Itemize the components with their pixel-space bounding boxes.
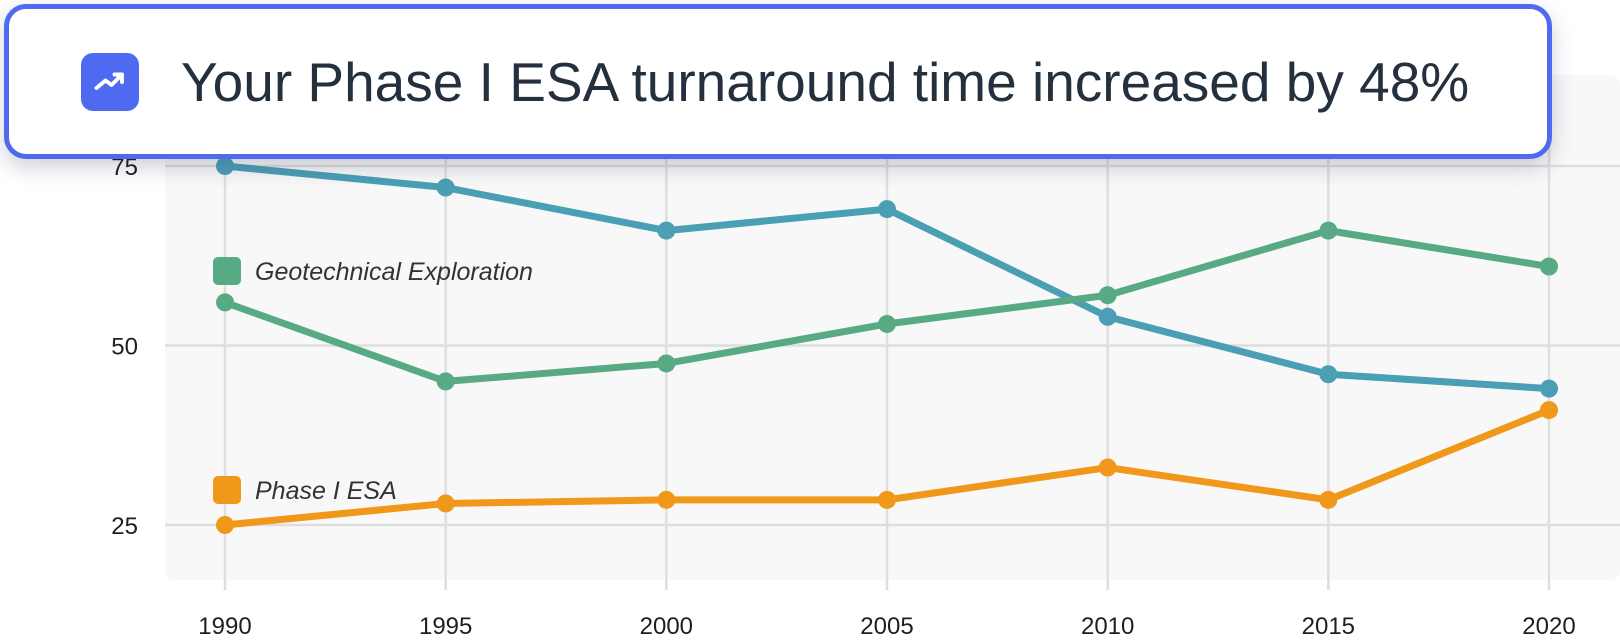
x-tick-label: 1990 (198, 613, 251, 640)
legend-swatch (213, 257, 241, 285)
data-point (878, 490, 896, 509)
series-2 (216, 221, 1558, 391)
x-tick-label: 2020 (1522, 613, 1575, 640)
data-point (436, 178, 455, 197)
data-point (1319, 365, 1338, 384)
data-point (1540, 379, 1558, 398)
data-point (216, 516, 234, 534)
y-tick-label: 50 (111, 334, 138, 361)
data-point (436, 372, 455, 391)
data-point (1319, 221, 1338, 240)
series-lines (216, 157, 1558, 534)
series-1 (216, 157, 1558, 398)
legend-label: Geotechnical Exploration (255, 258, 533, 286)
data-point (216, 157, 234, 175)
legend-label: Phase I ESA (255, 477, 397, 505)
data-point (1540, 401, 1558, 420)
data-point (657, 490, 676, 509)
x-tick-label: 2005 (860, 613, 913, 640)
y-tick-label: 25 (111, 513, 138, 540)
data-point (1540, 257, 1558, 276)
data-point (436, 494, 455, 513)
series-labels: Geotechnical Exploration Phase I ESA (213, 257, 533, 505)
data-point (657, 221, 676, 240)
trending-up-icon (81, 52, 139, 111)
data-point (878, 314, 896, 333)
notification-message: Your Phase I ESA turnaround time increas… (181, 50, 1470, 113)
data-point (1319, 490, 1338, 509)
data-point (1098, 286, 1117, 305)
series-3 (216, 401, 1558, 534)
x-tick-label: 1995 (419, 613, 472, 640)
x-tick-label: 2015 (1302, 613, 1355, 640)
notification-banner[interactable]: Your Phase I ESA turnaround time increas… (4, 4, 1552, 159)
x-tick-label: 2000 (640, 613, 693, 640)
data-point (878, 200, 896, 219)
legend-swatch (213, 476, 241, 504)
data-point (216, 293, 234, 312)
data-point (1098, 458, 1117, 477)
data-point (1098, 307, 1117, 326)
data-point (657, 354, 676, 373)
x-tick-label: 2010 (1081, 613, 1134, 640)
